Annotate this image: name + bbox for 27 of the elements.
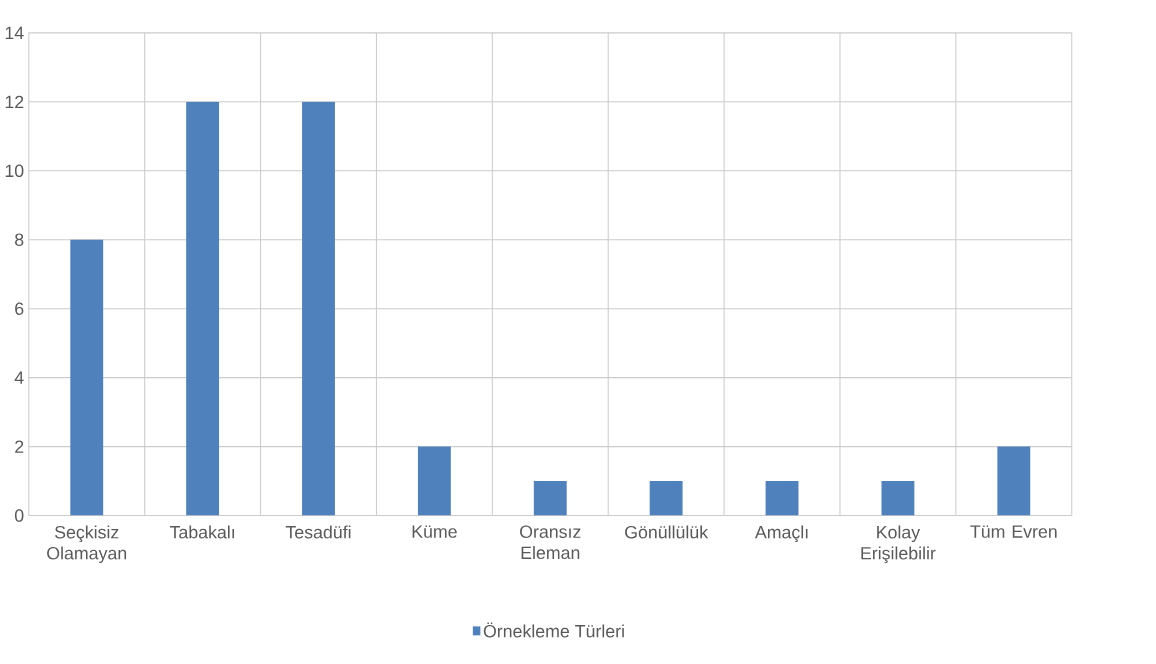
legend-label: Örnekleme Türleri bbox=[483, 622, 624, 638]
x-tick-label: Tesadüfi bbox=[285, 525, 351, 539]
x-tick-label: Gönüllülük bbox=[625, 525, 709, 539]
bar bbox=[417, 446, 451, 516]
y-tick-label: 14 bbox=[5, 26, 24, 39]
bar bbox=[881, 481, 915, 516]
x-tick-label: Amaçlı bbox=[754, 525, 808, 542]
x-tick-label: Küme bbox=[412, 525, 457, 538]
y-tick-label: 2 bbox=[15, 440, 24, 453]
y-tick-label: 12 bbox=[5, 95, 24, 108]
bar bbox=[302, 101, 335, 516]
bar bbox=[997, 446, 1031, 516]
bar bbox=[649, 481, 683, 516]
bar bbox=[765, 481, 799, 516]
y-tick-label: 10 bbox=[5, 164, 24, 177]
x-tick-label: Oransız Eleman bbox=[520, 525, 581, 559]
x-tick-label: Tüm Evren bbox=[970, 525, 1057, 538]
y-tick-label: 0 bbox=[14, 509, 24, 522]
x-tick-label: Tabakalı bbox=[169, 525, 234, 539]
y-tick-label: 8 bbox=[15, 233, 24, 246]
bar bbox=[533, 481, 567, 516]
y-tick-label: 6 bbox=[15, 302, 24, 315]
y-tick-label: 4 bbox=[14, 371, 24, 384]
bar bbox=[186, 101, 220, 516]
x-tick-label: Kolay Erişilebilir bbox=[861, 525, 936, 564]
x-tick-label: Seçkisiz Olamayan bbox=[47, 525, 127, 563]
bar bbox=[70, 239, 104, 516]
